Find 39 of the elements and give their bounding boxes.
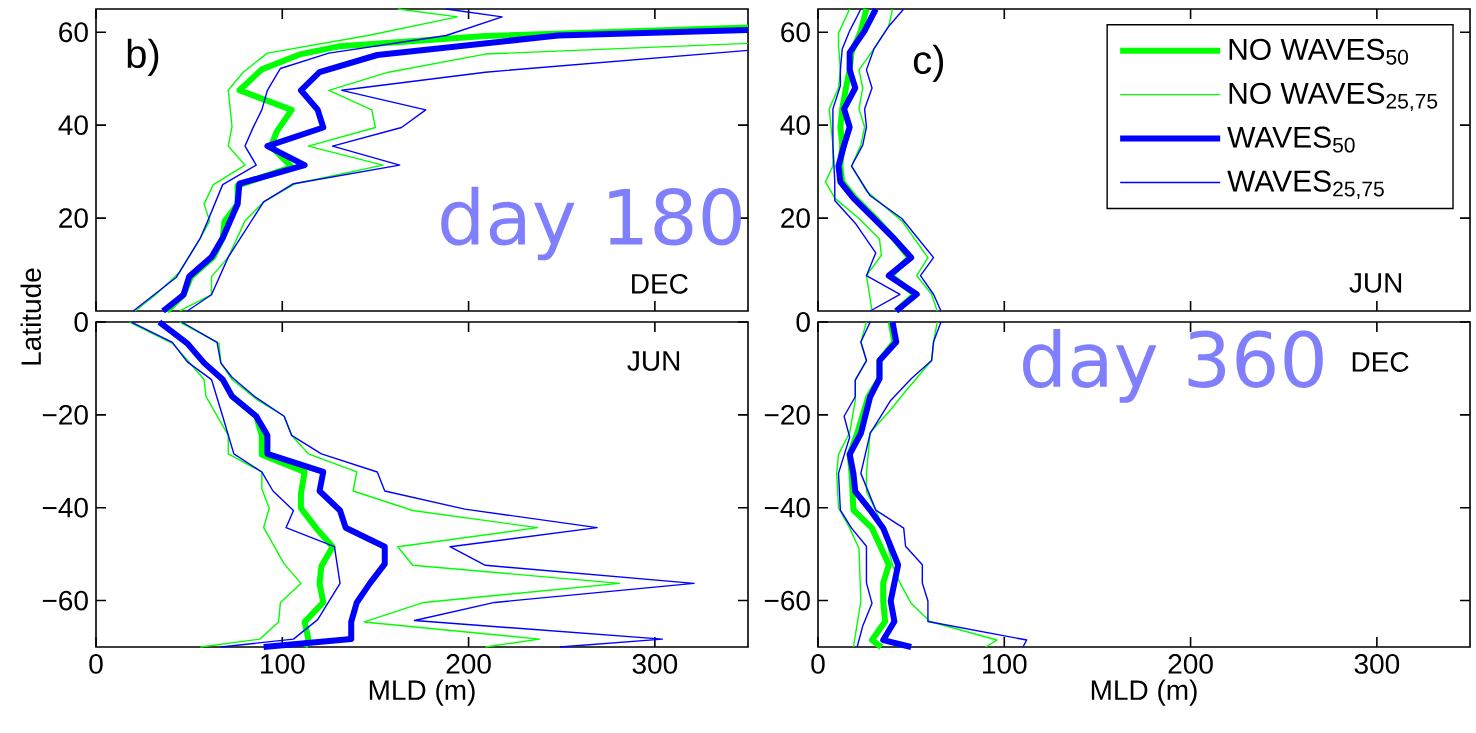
- y-tick-label: −40: [42, 497, 88, 518]
- y-tick-label: 0: [74, 312, 88, 332]
- x-tick-label: 100: [261, 654, 305, 674]
- x-tick-label: 100: [983, 654, 1027, 674]
- y-tick-label: −20: [42, 404, 88, 425]
- annotation: day 180: [441, 186, 741, 261]
- y-tick-label: 60: [59, 22, 88, 43]
- y-tick-label: −40: [764, 497, 810, 518]
- y-tick-label: 20: [59, 208, 88, 228]
- y-tick-label: 20: [781, 208, 810, 228]
- annotation: DEC: [632, 273, 688, 294]
- annotation: DEC: [1352, 352, 1409, 372]
- y-tick-label: 0: [796, 312, 810, 332]
- y-tick-label: −60: [42, 590, 88, 611]
- legend-label: WAVES$_{50}$: [1227, 126, 1355, 153]
- x-tick-label: 0: [89, 654, 103, 674]
- legend-label: NO WAVES$_{25,75}$: [1229, 82, 1438, 112]
- legend-label: NO WAVES$_{50}$: [1229, 38, 1408, 65]
- line-series: [824, 8, 883, 312]
- x-tick-label: 300: [632, 654, 678, 674]
- line-series: [128, 321, 302, 648]
- y-axis-title: Latitude: [20, 268, 42, 365]
- y-tick-label: 60: [781, 22, 810, 43]
- annotation: JUN: [627, 351, 680, 371]
- x-tick-label: 200: [1168, 654, 1213, 674]
- y-tick-label: −60: [764, 590, 810, 611]
- x-axis-title: MLD (m): [369, 679, 475, 706]
- x-tick-label: 200: [446, 654, 491, 674]
- y-tick-label: −20: [764, 404, 810, 425]
- annotation: b): [127, 38, 159, 76]
- x-axis-title: MLD (m): [1091, 679, 1197, 706]
- x-tick-label: 0: [811, 654, 825, 674]
- x-tick-label: 300: [1354, 654, 1400, 674]
- legend-label: WAVES$_{25,75}$: [1227, 170, 1384, 199]
- annotation: JUN: [1349, 273, 1402, 293]
- y-tick-label: 40: [780, 115, 810, 136]
- y-tick-label: 40: [58, 115, 88, 136]
- annotation: c): [913, 44, 944, 82]
- annotation: day 360: [1023, 329, 1323, 403]
